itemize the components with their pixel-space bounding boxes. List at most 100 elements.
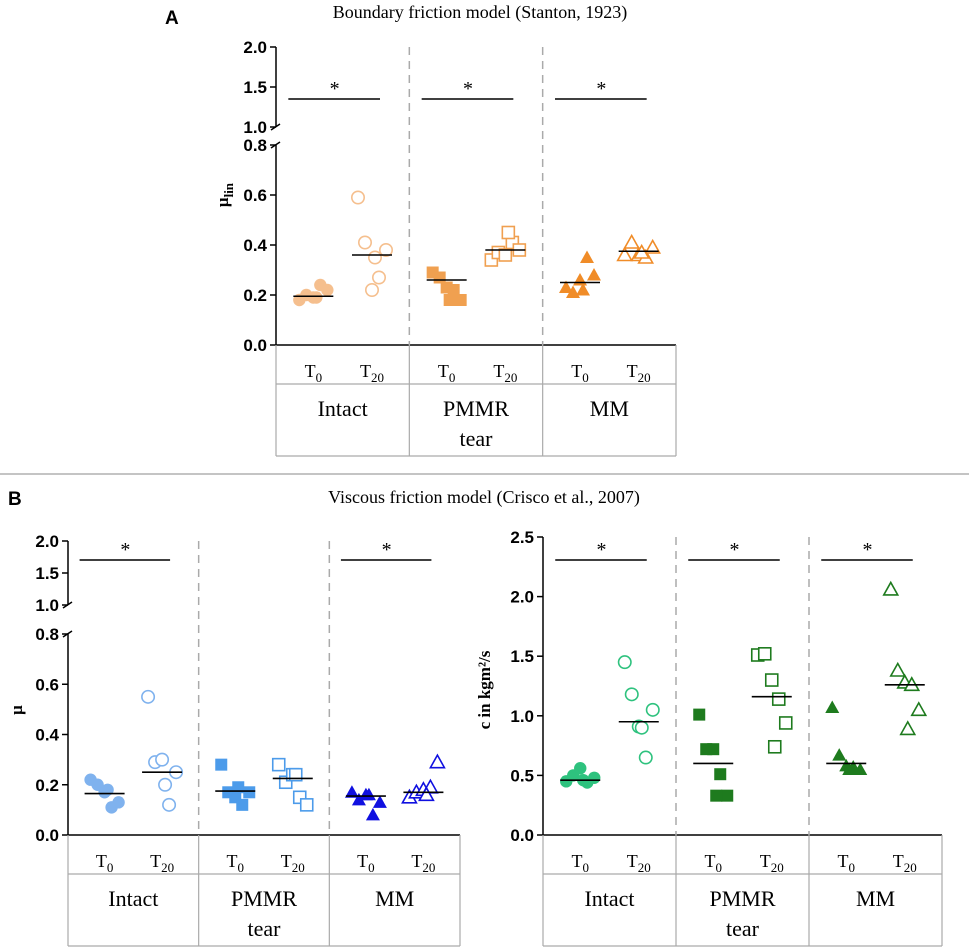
x-tick-main: T xyxy=(150,851,161,871)
x-tick-main: T xyxy=(360,361,371,381)
x-tick-label: T0 xyxy=(571,851,589,875)
data-point xyxy=(889,661,907,677)
data-point xyxy=(757,647,772,661)
y-tick-label: 2.5 xyxy=(510,528,534,547)
x-tick-label: T0 xyxy=(704,851,722,875)
data-point xyxy=(580,250,594,263)
x-tick-sub: 20 xyxy=(638,370,651,385)
x-tick-sub: 20 xyxy=(504,370,517,385)
y-tick-label: 0.8 xyxy=(35,625,59,644)
x-tick-label: T20 xyxy=(281,851,305,875)
data-point xyxy=(501,225,516,240)
data-point xyxy=(215,758,228,771)
x-tick-sub: 0 xyxy=(316,370,323,385)
panel-letter-a: A xyxy=(165,8,179,29)
group-label: PMMR xyxy=(709,886,775,911)
data-point xyxy=(634,720,649,735)
x-tick-label: T20 xyxy=(360,361,384,385)
data-point xyxy=(371,270,386,285)
data-point xyxy=(617,655,632,670)
data-point xyxy=(771,692,786,706)
data-point xyxy=(842,762,857,775)
data-point xyxy=(447,284,460,296)
data-point xyxy=(372,795,387,808)
data-point xyxy=(778,716,793,730)
group-label: MM xyxy=(590,396,629,421)
x-tick-sub: 0 xyxy=(238,860,245,875)
data-point xyxy=(767,739,782,754)
x-tick-sub: 20 xyxy=(161,860,174,875)
x-tick-sub: 0 xyxy=(107,860,114,875)
y-axis-label-sub: lin xyxy=(221,182,236,197)
significance-star: * xyxy=(730,539,740,561)
x-tick-main: T xyxy=(704,851,715,871)
y-tick-label: 0.2 xyxy=(35,776,59,795)
data-point xyxy=(825,700,840,713)
data-point xyxy=(351,792,366,806)
data-point xyxy=(141,689,156,704)
y-axis-label-main: μ xyxy=(7,705,26,715)
x-tick-main: T xyxy=(96,851,107,871)
chart-a-title: Boundary friction model (Stanton, 1923) xyxy=(333,2,627,23)
significance-star: * xyxy=(120,539,130,561)
data-point xyxy=(882,580,900,596)
data-point xyxy=(158,777,173,792)
significance-star: * xyxy=(463,78,473,100)
x-tick-label: T0 xyxy=(438,361,456,385)
x-tick-label: T20 xyxy=(760,851,784,875)
data-point xyxy=(443,294,456,306)
data-point xyxy=(112,796,125,809)
x-tick-sub: 20 xyxy=(904,860,917,875)
significance-star: * xyxy=(382,539,392,561)
x-tick-label: T0 xyxy=(96,851,114,875)
significance-star: * xyxy=(596,78,606,100)
data-point xyxy=(574,762,587,775)
data-point xyxy=(899,720,917,736)
y-tick-label: 0.6 xyxy=(243,186,267,205)
data-point xyxy=(344,785,359,798)
data-point xyxy=(588,771,601,784)
data-point xyxy=(364,282,379,297)
y-tick-label: 0.0 xyxy=(510,826,534,845)
data-point xyxy=(764,673,779,687)
data-point xyxy=(429,753,446,769)
data-point xyxy=(573,273,587,286)
x-tick-sub: 20 xyxy=(422,860,435,875)
x-tick-label: T0 xyxy=(571,361,589,385)
y-tick-label: 1.5 xyxy=(243,78,267,97)
x-tick-sub: 0 xyxy=(582,370,589,385)
data-point xyxy=(299,798,314,812)
y-tick-label: 2.0 xyxy=(243,38,267,57)
y-axis-label: μlin xyxy=(213,182,236,207)
data-point xyxy=(498,248,513,262)
x-tick-main: T xyxy=(227,851,238,871)
x-tick-sub: 20 xyxy=(638,860,651,875)
data-point xyxy=(853,762,868,775)
x-tick-main: T xyxy=(357,851,368,871)
x-tick-label: T20 xyxy=(411,851,435,875)
y-tick-label: 0.2 xyxy=(243,286,267,305)
data-point xyxy=(832,748,847,761)
data-point xyxy=(321,283,334,297)
y-tick-label: 0.4 xyxy=(243,236,267,255)
x-tick-main: T xyxy=(493,361,504,381)
x-tick-main: T xyxy=(837,851,848,871)
data-point xyxy=(357,235,372,250)
group-label: Intact xyxy=(108,886,158,911)
group-label: PMMR xyxy=(443,396,509,421)
group-label: MM xyxy=(375,886,414,911)
x-tick-label: T0 xyxy=(357,851,375,875)
y-tick-label: 0.8 xyxy=(243,136,267,155)
y-axis-label-main: c in kgm²/s xyxy=(475,650,494,729)
data-point xyxy=(707,743,720,756)
data-point xyxy=(378,243,393,258)
y-tick-label: 2.0 xyxy=(35,532,59,551)
x-tick-sub: 20 xyxy=(771,860,784,875)
x-tick-label: T20 xyxy=(627,851,651,875)
data-point xyxy=(624,687,639,702)
x-tick-label: T0 xyxy=(227,851,245,875)
x-tick-sub: 0 xyxy=(368,860,375,875)
y-tick-label: 0.0 xyxy=(35,826,59,845)
